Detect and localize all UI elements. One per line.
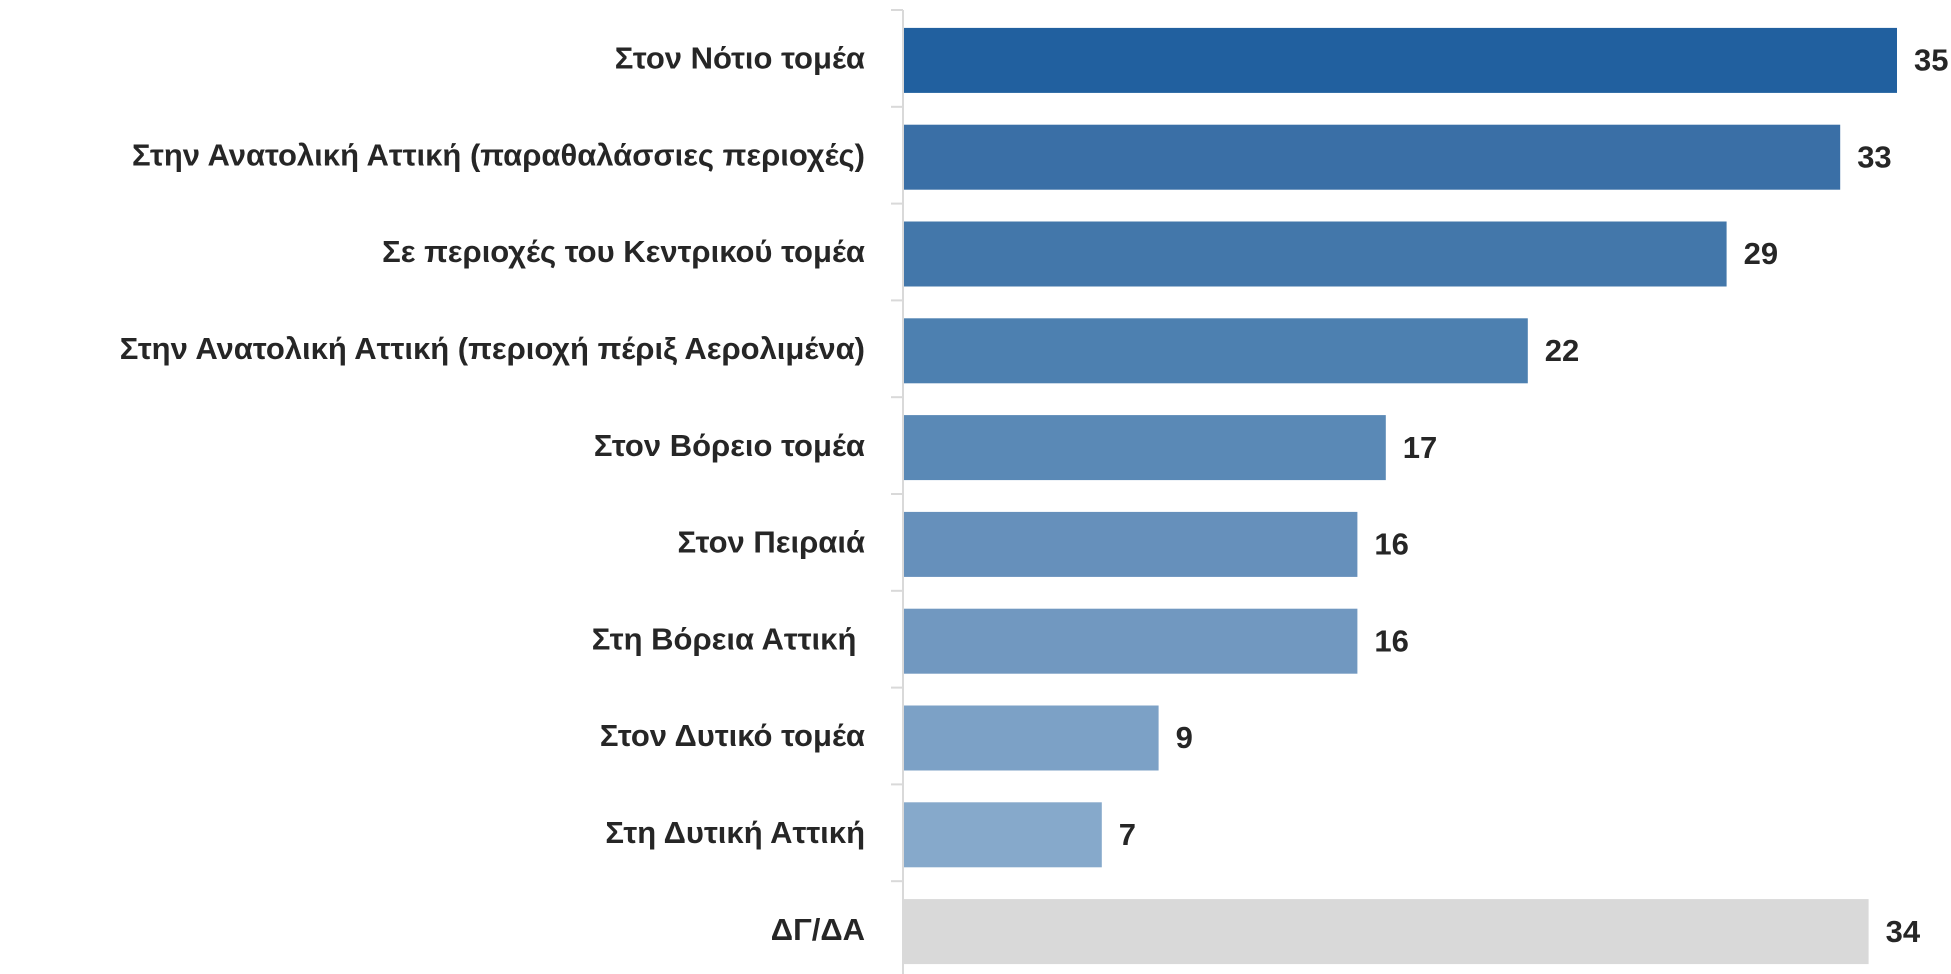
category-label: Στην Ανατολική Αττική (παραθαλάσσιες περ… xyxy=(132,137,865,172)
value-label: 17 xyxy=(1403,430,1437,465)
category-label: Στη Βόρεια Αττική xyxy=(592,621,865,656)
value-label: 16 xyxy=(1374,623,1408,658)
value-label: 29 xyxy=(1744,236,1778,271)
bar xyxy=(903,221,1727,287)
value-label: 22 xyxy=(1545,333,1579,368)
value-label: 33 xyxy=(1857,139,1891,174)
category-label: Στον Βόρειο τομέα xyxy=(594,428,865,463)
bar xyxy=(903,802,1102,868)
category-label: Στον Δυτικό τομέα xyxy=(600,718,865,753)
bar xyxy=(903,899,1869,965)
category-label: Στον Νότιο τομέα xyxy=(615,41,865,76)
bar xyxy=(903,705,1159,771)
bar xyxy=(903,318,1528,384)
bar xyxy=(903,608,1358,674)
value-label: 35 xyxy=(1914,43,1948,78)
bar xyxy=(903,27,1897,93)
category-label: ΔΓ/ΔΑ xyxy=(771,912,865,947)
bar xyxy=(903,124,1841,190)
category-label: Στη Δυτική Αττική xyxy=(605,815,865,850)
category-label: Στην Ανατολική Αττική (περιοχή πέριξ Αερ… xyxy=(120,331,865,366)
category-label: Στον Πειραιά xyxy=(678,525,865,560)
value-label: 16 xyxy=(1374,527,1408,562)
value-label: 7 xyxy=(1119,817,1136,852)
value-label: 34 xyxy=(1886,914,1921,949)
value-label: 9 xyxy=(1176,720,1193,755)
category-label: Σε περιοχές του Κεντρικού τομέα xyxy=(382,234,865,269)
bar xyxy=(903,415,1386,481)
bar xyxy=(903,511,1358,577)
